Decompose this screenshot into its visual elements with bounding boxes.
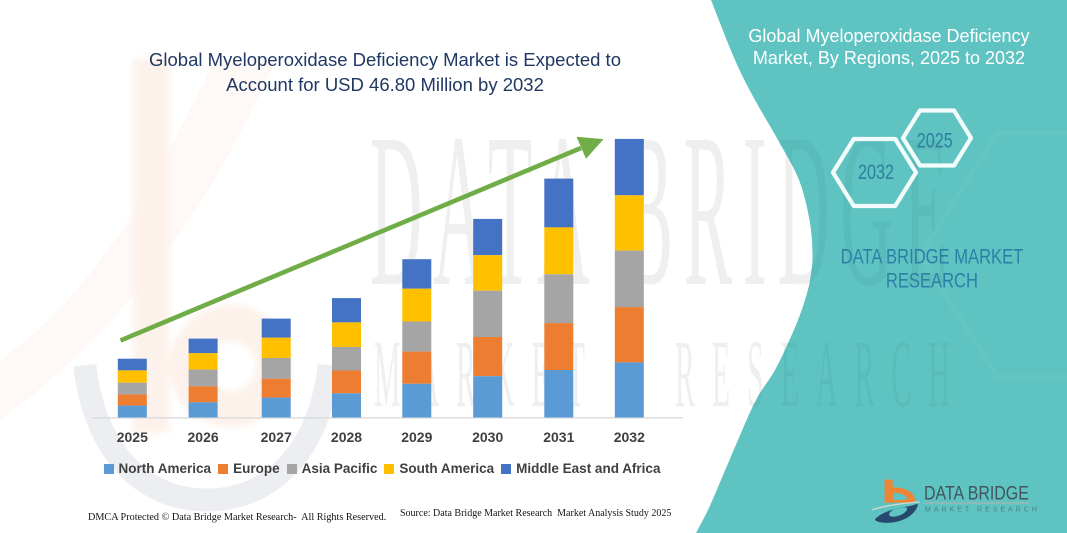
- svg-text:2025: 2025: [917, 128, 953, 152]
- svg-text:MARKET RESEARCH: MARKET RESEARCH: [925, 507, 1040, 514]
- svg-text:DATA BRIDGE MARKET: DATA BRIDGE MARKET: [841, 246, 1024, 269]
- svg-text:RESEARCH: RESEARCH: [886, 270, 978, 293]
- svg-text:2032: 2032: [858, 160, 894, 184]
- svg-text:DATA BRIDGE: DATA BRIDGE: [924, 482, 1029, 504]
